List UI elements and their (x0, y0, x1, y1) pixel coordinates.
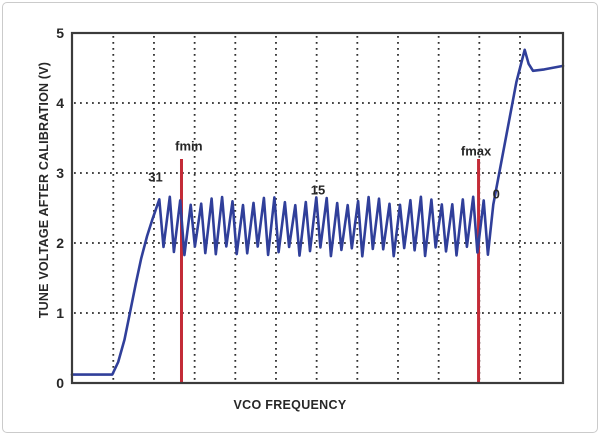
y-tick-label-0: 0 (56, 375, 64, 391)
annotation-band-15: 15 (310, 182, 326, 198)
x-axis-title: VCO FREQUENCY (233, 398, 347, 412)
y-tick-label-2: 2 (56, 235, 64, 251)
annotation-band-0: 0 (492, 186, 500, 202)
y-tick-label-1: 1 (56, 305, 64, 321)
fmax-label: fmax (460, 143, 492, 159)
y-tick-label-5: 5 (56, 25, 64, 41)
fmin-fmax-marker-lines (179, 159, 481, 383)
fmin-label: fmin (175, 138, 203, 154)
plot-border (70, 31, 565, 385)
y-axis-title: TUNE VOLTAGE AFTER CALIBRATION (V) (37, 61, 51, 319)
y-tick-label-4: 4 (56, 95, 64, 111)
tune-voltage-curve (70, 48, 565, 376)
y-tick-label-3: 3 (56, 165, 64, 181)
annotation-band-31: 31 (148, 169, 163, 184)
